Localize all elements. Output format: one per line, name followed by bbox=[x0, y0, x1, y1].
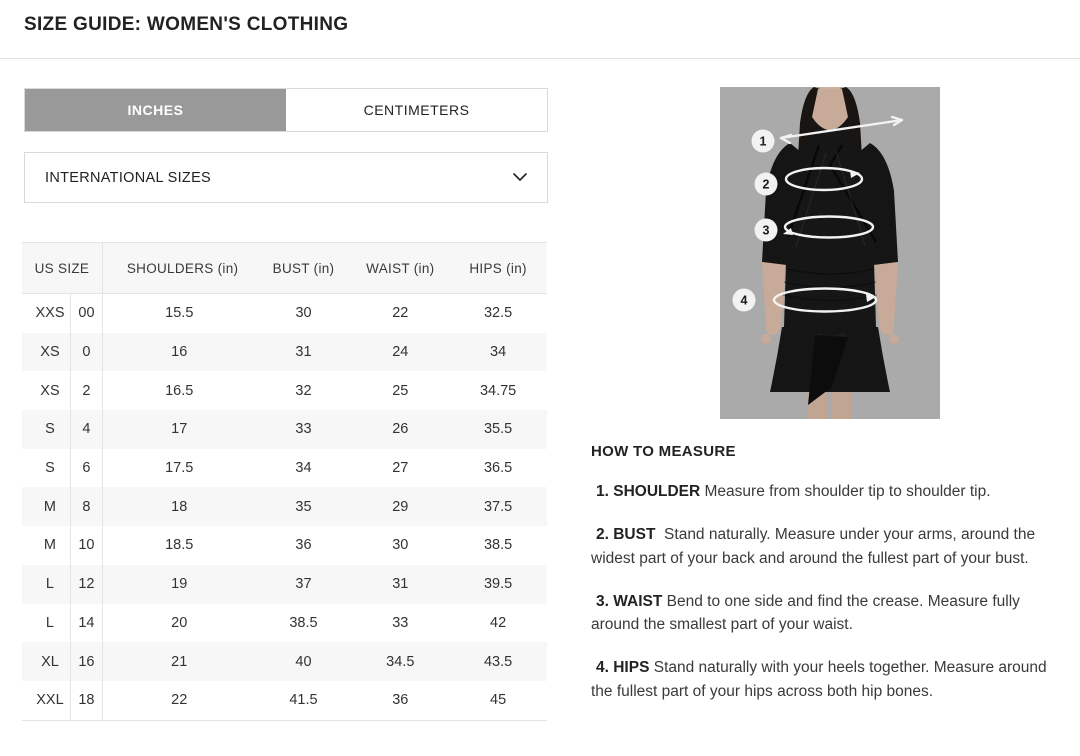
svg-text:2: 2 bbox=[763, 178, 770, 192]
svg-text:4: 4 bbox=[741, 294, 748, 308]
svg-text:3: 3 bbox=[763, 224, 770, 238]
svg-text:1: 1 bbox=[760, 135, 767, 149]
